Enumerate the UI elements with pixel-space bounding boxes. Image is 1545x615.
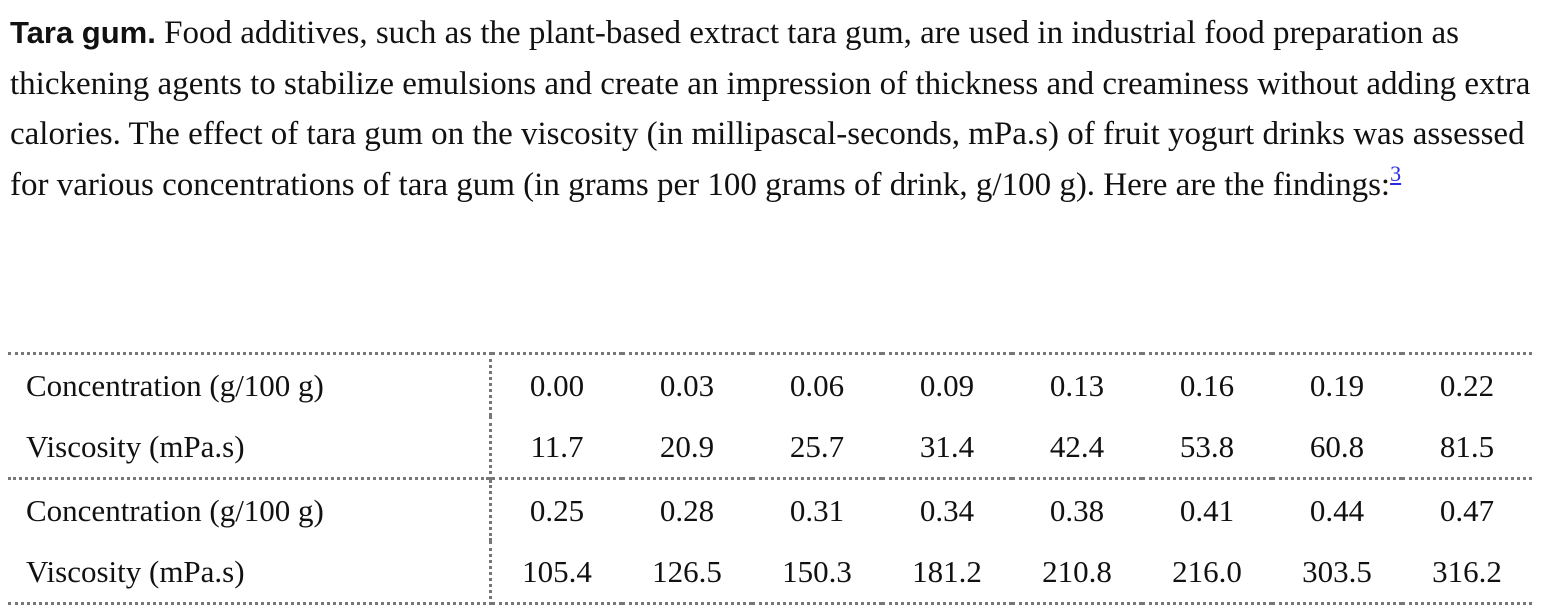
table-cell: 0.19 <box>1272 352 1402 416</box>
table-cell: 0.22 <box>1402 352 1532 416</box>
table-cell: 303.5 <box>1272 541 1402 605</box>
table-cell: 53.8 <box>1179 428 1235 464</box>
footnote-link[interactable]: 3 <box>1390 160 1402 186</box>
data-table-container: Concentration (g/100 g) 0.00 0.03 0.06 0… <box>8 352 1532 605</box>
table-cell: 0.38 <box>1012 477 1142 541</box>
table-cell: 150.3 <box>752 541 882 605</box>
table-cell: 216.0 <box>1142 541 1272 605</box>
table-cell: 105.4 <box>490 541 622 605</box>
table-cell: 0.47 <box>1402 477 1532 541</box>
table-cell: 0.00 <box>490 352 622 416</box>
table-cell: 31.4 <box>919 428 975 464</box>
row-label: Viscosity (mPa.s) <box>8 541 492 605</box>
table-cell: 0.16 <box>1142 352 1272 416</box>
data-table: Concentration (g/100 g) 0.00 0.03 0.06 0… <box>8 352 1532 605</box>
row-label: Concentration (g/100 g) <box>8 352 492 416</box>
row-label: Concentration (g/100 g) <box>8 477 492 541</box>
row-label: Viscosity (mPa.s) <box>8 416 492 479</box>
table-cell: 0.31 <box>752 477 882 541</box>
table-cell: 316.2 <box>1402 541 1532 605</box>
table-cell: 0.06 <box>752 352 882 416</box>
table-cell: 0.28 <box>622 477 752 541</box>
section-heading: Tara gum. <box>10 15 156 50</box>
paragraph-text: Food additives, such as the plant-based … <box>10 15 1531 203</box>
table-cell: 126.5 <box>622 541 752 605</box>
table-row: Viscosity (mPa.s) 11.7 20.9 25.7 31.4 42… <box>8 416 1532 479</box>
intro-paragraph: Tara gum. Food additives, such as the pl… <box>10 8 1535 210</box>
table-cell: 210.8 <box>1012 541 1142 605</box>
table-cell: 0.25 <box>490 477 622 541</box>
table-cell: 181.2 <box>882 541 1012 605</box>
table-row: Viscosity (mPa.s) 105.4 126.5 150.3 181.… <box>8 541 1532 605</box>
table-row: Concentration (g/100 g) 0.00 0.03 0.06 0… <box>8 352 1532 416</box>
table-cell: 0.41 <box>1142 477 1272 541</box>
table-row: Concentration (g/100 g) 0.25 0.28 0.31 0… <box>8 477 1532 541</box>
table-cell: 60.8 <box>1309 428 1365 464</box>
table-cell: 11.7 <box>530 428 584 464</box>
table-cell: 0.34 <box>882 477 1012 541</box>
table-cell: 0.13 <box>1012 352 1142 416</box>
document-body: Tara gum. Food additives, such as the pl… <box>10 8 1535 210</box>
table-cell: 0.09 <box>882 352 1012 416</box>
table-cell: 81.5 <box>1439 428 1495 464</box>
table-cell: 0.44 <box>1272 477 1402 541</box>
table-cell: 42.4 <box>1049 428 1105 464</box>
table-cell: 20.9 <box>659 428 715 464</box>
table-cell: 0.03 <box>622 352 752 416</box>
table-cell: 25.7 <box>789 428 845 464</box>
